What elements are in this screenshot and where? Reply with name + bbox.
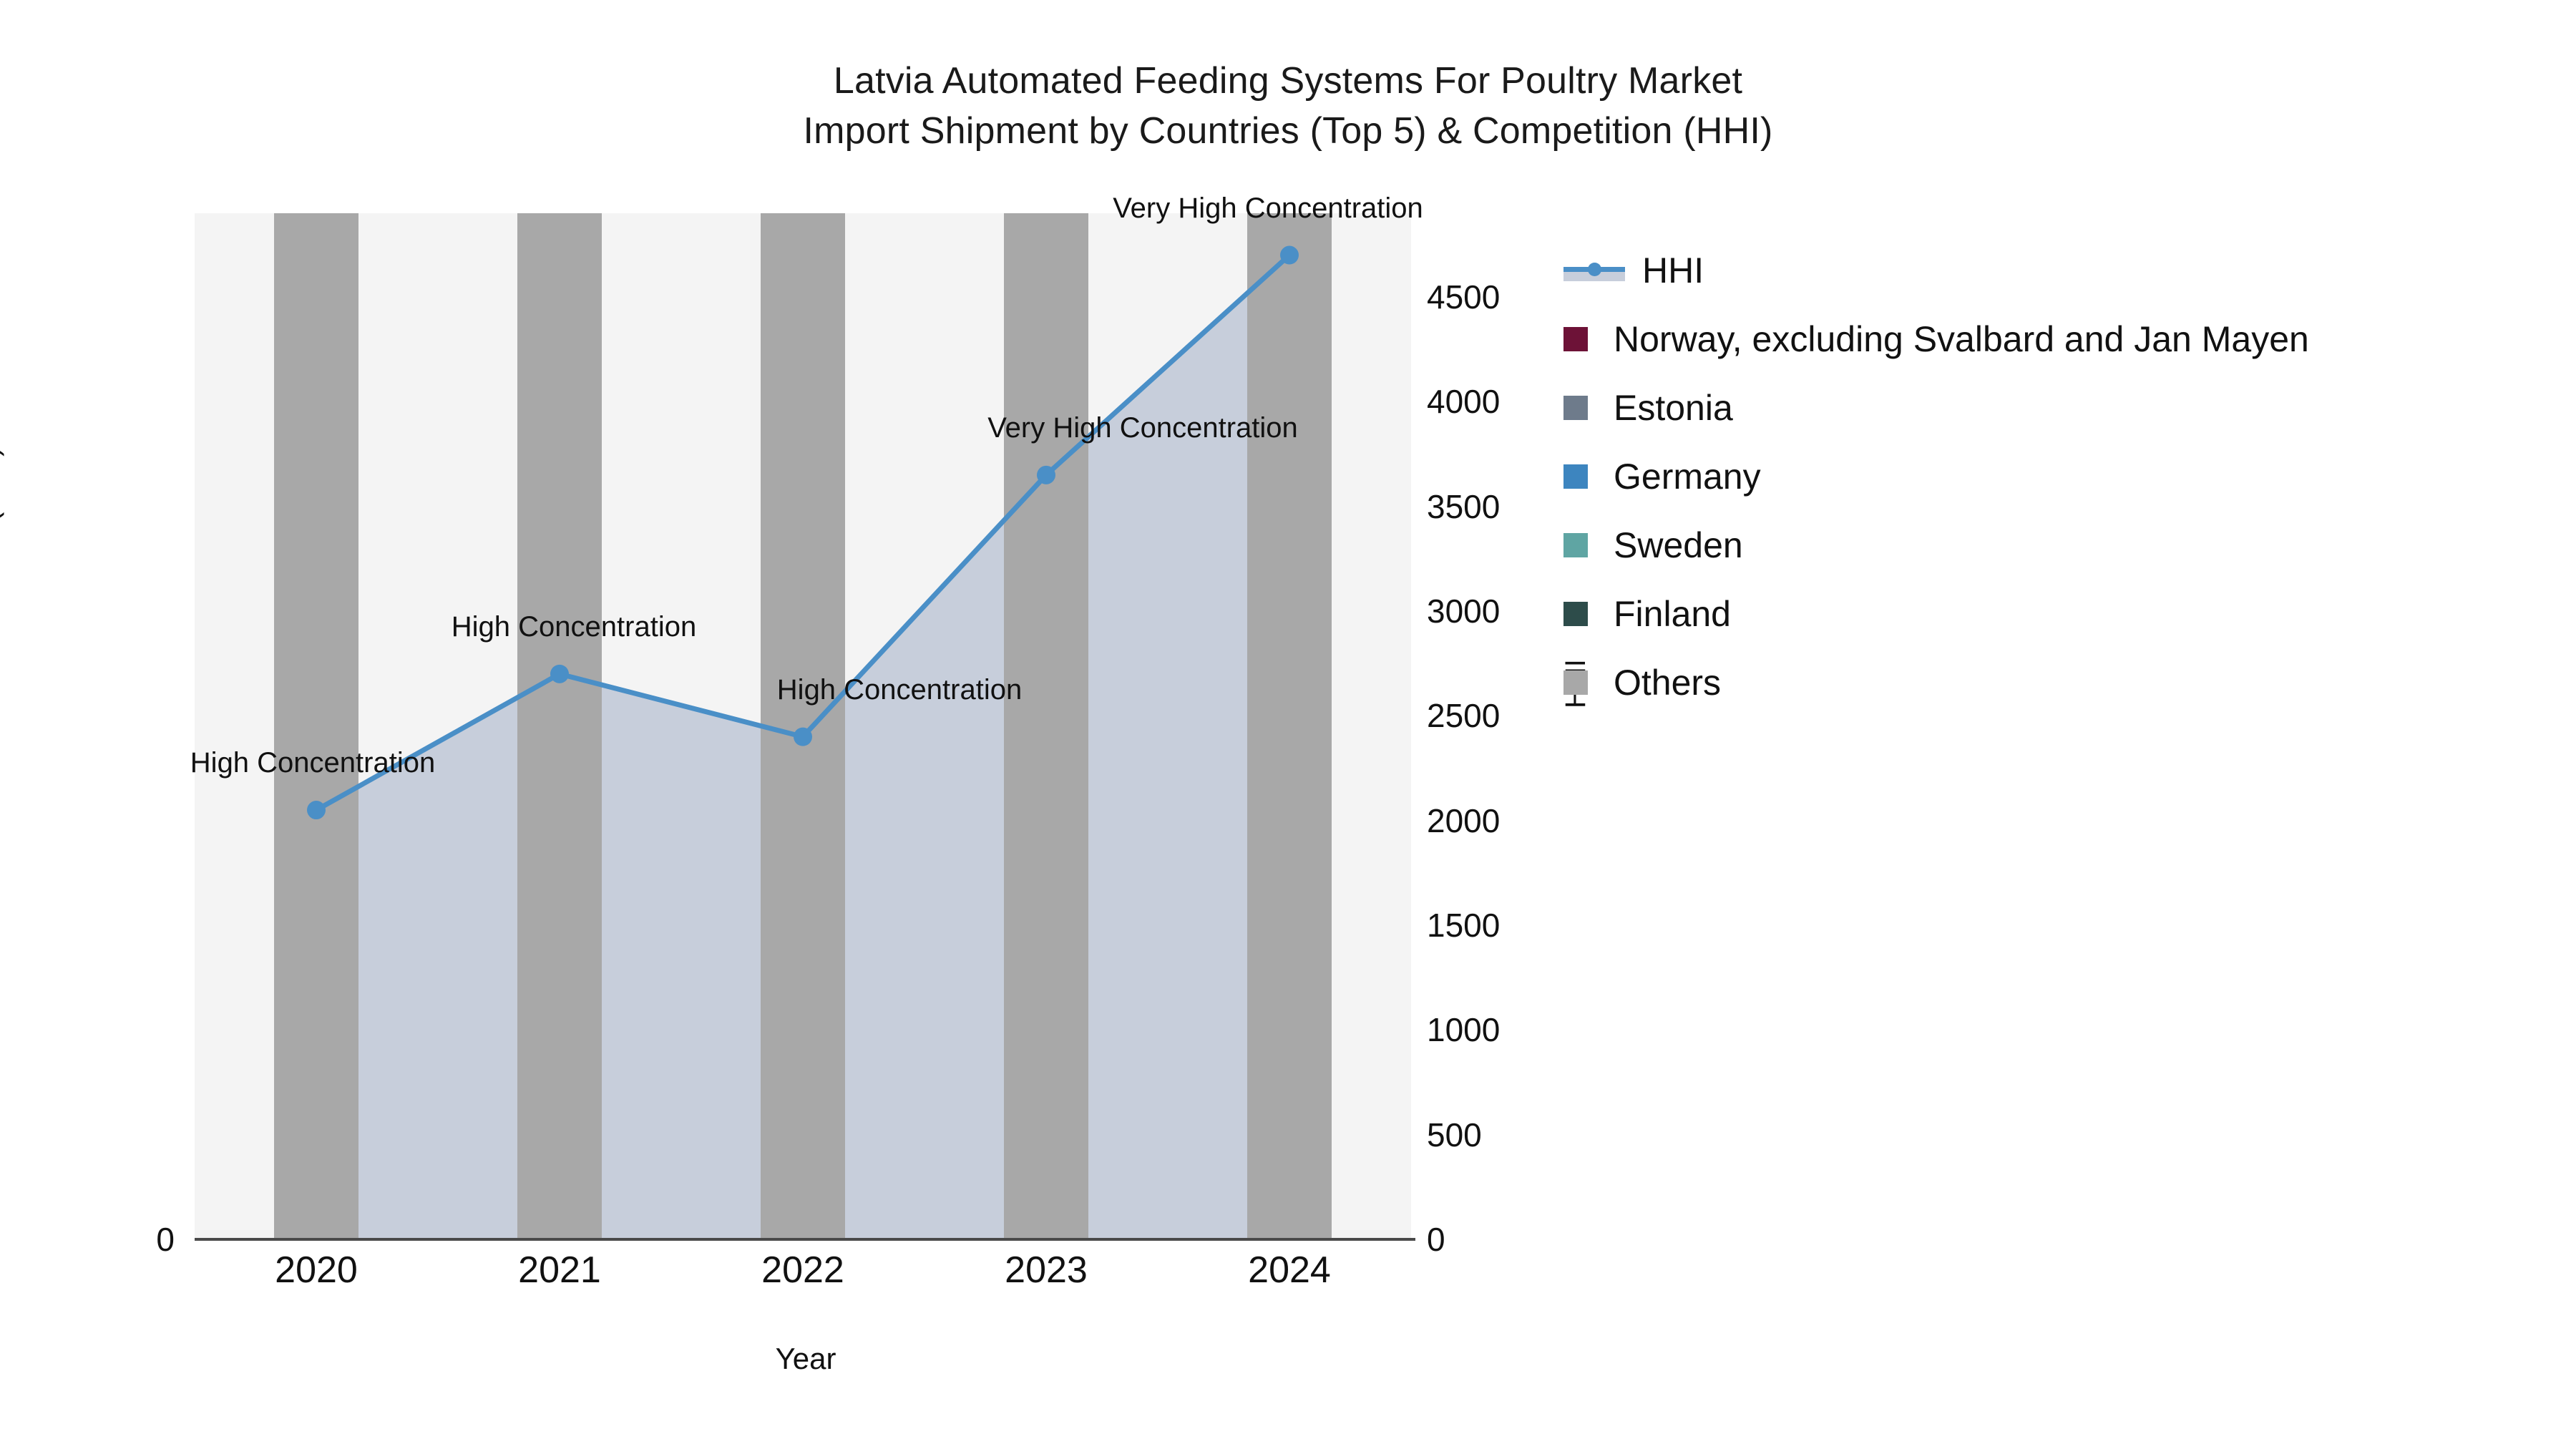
y-axis-right-tick-4500: 4500: [1427, 278, 1501, 316]
bar-segment-2023-others[interactable]: [1004, 213, 1088, 1239]
hhi-marker-2020[interactable]: [307, 801, 326, 820]
y-axis-right-tick-0: 0: [1427, 1221, 1445, 1258]
y-axis-right-tick-4000: 4000: [1427, 383, 1501, 421]
y-axis-right-tick-3000: 3000: [1427, 592, 1501, 630]
annotation-2022: High Concentration: [776, 673, 1023, 706]
legend-item-estonia[interactable]: Estonia: [1563, 374, 2309, 442]
legend-swatch-icon: [1563, 533, 1588, 557]
y-axis-right-tick-1500: 1500: [1427, 907, 1501, 945]
x-axis-title: Year: [775, 1342, 836, 1375]
y-axis-left-title: TRADE VALUE (US$): [0, 447, 4, 726]
legend-item-sweden[interactable]: Sweden: [1563, 511, 2309, 580]
annotation-2021: High Concentration: [451, 610, 697, 643]
legend-item-label: Germany: [1614, 457, 1761, 497]
legend-item-label: Sweden: [1614, 525, 1743, 565]
legend-swatch-icon: [1563, 327, 1588, 351]
y-axis-right-tick-2500: 2500: [1427, 697, 1501, 735]
legend-item-label: Estonia: [1614, 388, 1733, 428]
legend-item-label: Others: [1614, 663, 1722, 703]
bar-group-2020[interactable]: [274, 213, 358, 1239]
chart-title: Latvia Automated Feeding Systems For Pou…: [0, 56, 2576, 156]
plot-area: [195, 213, 1411, 1239]
hhi-marker-2024[interactable]: [1280, 245, 1299, 265]
y-axis-left-tick-0: 0: [156, 1221, 175, 1258]
bar-group-2024[interactable]: [1247, 213, 1332, 1239]
y-axis-right-tick-3500: 3500: [1427, 487, 1501, 525]
legend-item-label: Finland: [1614, 594, 1731, 634]
legend-swatch-icon: [1563, 670, 1588, 695]
x-axis-line: [195, 1238, 1415, 1241]
bar-segment-2022-others[interactable]: [761, 213, 845, 1239]
y-axis-right-tick-1000: 1000: [1427, 1011, 1501, 1049]
hhi-marker-2022[interactable]: [794, 727, 812, 746]
y-axis-right-tick-500: 500: [1427, 1116, 1482, 1153]
legend-item-norway[interactable]: Norway, excluding Svalbard and Jan Mayen: [1563, 305, 2309, 374]
bar-segment-2020-others[interactable]: [274, 213, 358, 1239]
legend: HHI Norway, excluding Svalbard and Jan Ma…: [1563, 236, 2309, 717]
hhi-polyline: [313, 253, 1292, 813]
annotation-2024: Very High Concentration: [1113, 192, 1423, 224]
legend-item-germany[interactable]: Germany: [1563, 442, 2309, 511]
chart-title-line-2: Import Shipment by Countries (Top 5) & C…: [803, 110, 1773, 152]
x-axis-tick-2022: 2022: [761, 1249, 844, 1291]
chart-title-line-1: Latvia Automated Feeding Systems For Pou…: [833, 60, 1743, 102]
hhi-marker-2021[interactable]: [550, 664, 569, 683]
bar-group-2021[interactable]: [517, 213, 602, 1239]
bar-group-2023[interactable]: [1004, 213, 1088, 1239]
annotation-2020: High Concentration: [190, 747, 436, 779]
annotation-2023: Very High Concentration: [987, 411, 1298, 444]
legend-item-hhi[interactable]: HHI: [1563, 236, 2309, 305]
x-axis-tick-2021: 2021: [518, 1249, 601, 1291]
hhi-marker-2023[interactable]: [1037, 465, 1055, 484]
x-axis-tick-2024: 2024: [1248, 1249, 1331, 1291]
legend-item-finland[interactable]: Finland: [1563, 580, 2309, 648]
legend-item-label: Norway, excluding Svalbard and Jan Mayen: [1614, 319, 2309, 359]
bar-group-2022[interactable]: [761, 213, 845, 1239]
hhi-line-series: [307, 245, 1299, 820]
legend-swatch-icon: [1563, 396, 1588, 420]
bar-segment-2024-others[interactable]: [1247, 213, 1332, 1239]
x-axis-tick-2020: 2020: [275, 1249, 358, 1291]
legend-line-icon: [1563, 258, 1625, 283]
legend-item-others[interactable]: Others: [1563, 648, 2309, 717]
y-axis-right-tick-2000: 2000: [1427, 801, 1501, 839]
bar-segment-2021-others[interactable]: [517, 213, 602, 1239]
legend-swatch-icon: [1563, 602, 1588, 626]
legend-item-label: HHI: [1642, 250, 1704, 291]
legend-swatch-icon: [1563, 464, 1588, 489]
x-axis-tick-2023: 2023: [1005, 1249, 1088, 1291]
